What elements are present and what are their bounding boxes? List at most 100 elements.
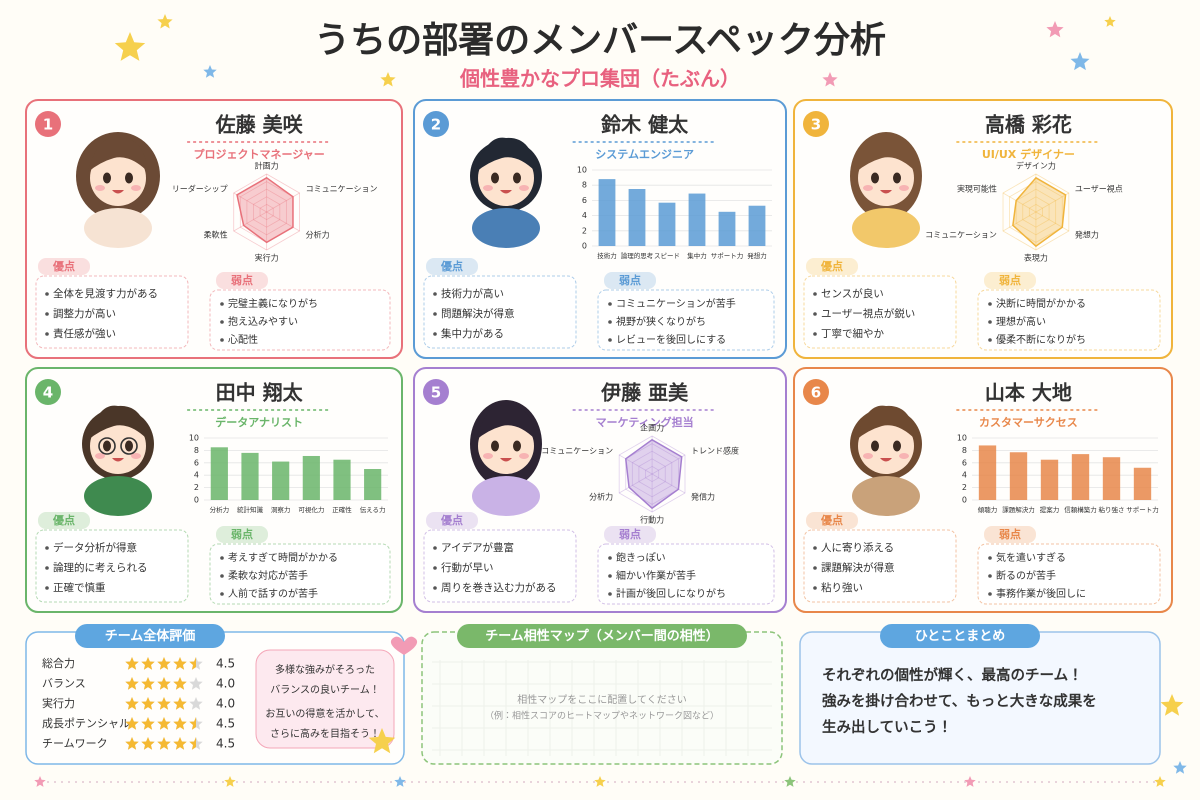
avatar-cheek bbox=[899, 185, 909, 191]
star-filled bbox=[173, 717, 187, 730]
avatar-eye bbox=[513, 440, 521, 452]
strength-item: ユーザー視点が鋭い bbox=[821, 307, 915, 320]
bullet bbox=[988, 302, 992, 306]
weakness-item: 心配性 bbox=[228, 333, 258, 346]
eval-label: バランス bbox=[42, 677, 86, 690]
weakness-item: 断るのが苦手 bbox=[996, 569, 1056, 582]
y-tick-label: 2 bbox=[194, 483, 199, 492]
bullet bbox=[608, 574, 612, 578]
bar bbox=[272, 461, 290, 500]
avatar-cheek bbox=[863, 453, 873, 459]
radar-grid bbox=[253, 196, 281, 228]
y-tick-label: 8 bbox=[582, 181, 587, 190]
strengths-tag bbox=[426, 512, 478, 529]
radar-grid bbox=[1009, 181, 1063, 243]
star-filled bbox=[189, 717, 196, 730]
strengths-box bbox=[35, 529, 189, 603]
y-tick-label: 0 bbox=[582, 242, 587, 251]
eval-label: チームワーク bbox=[42, 737, 108, 750]
bullet bbox=[813, 312, 817, 316]
eval-label: 総合力 bbox=[42, 656, 75, 670]
star-filled bbox=[141, 737, 155, 750]
bullet bbox=[45, 312, 49, 316]
decor-star bbox=[1104, 16, 1116, 27]
avatar-cheek bbox=[899, 453, 909, 459]
star-filled bbox=[189, 657, 196, 670]
bullet bbox=[988, 574, 992, 578]
member-number: 4 bbox=[43, 384, 53, 402]
strengths-tag bbox=[38, 512, 90, 529]
weakness-item: 抱え込みやすい bbox=[228, 315, 298, 328]
strengths-label: 優点 bbox=[440, 259, 463, 273]
radar-axis bbox=[618, 473, 653, 494]
strength-item: アイデアが豊富 bbox=[441, 541, 514, 554]
strengths-label: 優点 bbox=[820, 513, 843, 527]
strengths-tag bbox=[806, 512, 858, 529]
radar-axis bbox=[1002, 211, 1037, 232]
x-tick-label: サポート力 bbox=[711, 251, 744, 260]
strength-item: 正確で慎重 bbox=[53, 581, 106, 594]
comment-line: さらに高みを目指そう！ bbox=[270, 727, 380, 740]
rating-stars bbox=[125, 737, 196, 750]
rating-stars bbox=[125, 717, 196, 730]
avatar-eye bbox=[871, 172, 879, 184]
decor-star bbox=[394, 776, 406, 787]
x-tick-label: 分析力 bbox=[210, 505, 230, 514]
bullet bbox=[45, 546, 49, 550]
radar-axis bbox=[618, 454, 653, 475]
decor-star bbox=[1154, 776, 1166, 787]
avatar-face bbox=[858, 418, 914, 474]
member-name: 田中 翔太 bbox=[216, 381, 304, 405]
number-badge bbox=[423, 111, 449, 137]
bullet bbox=[45, 332, 49, 336]
summary-line: 生み出していこう！ bbox=[822, 718, 952, 736]
member-name: 鈴木 健太 bbox=[600, 113, 689, 137]
weaknesses-tag bbox=[984, 272, 1036, 289]
eval-value: 4.0 bbox=[216, 697, 235, 711]
weaknesses-tag bbox=[216, 526, 268, 543]
radar-axis bbox=[1002, 192, 1037, 213]
avatar-cheek bbox=[95, 453, 105, 459]
y-tick-label: 0 bbox=[962, 496, 967, 505]
x-tick-label: 粘り強さ bbox=[1099, 505, 1125, 514]
bar bbox=[718, 211, 736, 246]
strengths-label: 優点 bbox=[440, 513, 463, 527]
section-pill bbox=[880, 624, 1040, 648]
avatar-mouth bbox=[112, 458, 124, 462]
section-title: ひとことまとめ bbox=[915, 629, 1006, 644]
avatar-eye bbox=[103, 172, 111, 184]
x-tick-label: 提案力 bbox=[1040, 505, 1060, 514]
bar bbox=[1133, 467, 1152, 500]
avatar-body bbox=[84, 476, 152, 516]
bar bbox=[241, 452, 259, 500]
bar bbox=[333, 459, 351, 500]
strength-item: 責任感が強い bbox=[53, 327, 116, 340]
avatar-mouth bbox=[112, 190, 124, 194]
avatar-cheek bbox=[483, 453, 493, 459]
strength-item: 調整力が高い bbox=[53, 307, 116, 320]
bullet bbox=[988, 338, 992, 342]
weaknesses-tag bbox=[984, 526, 1036, 543]
bullet bbox=[813, 566, 817, 570]
bullet bbox=[813, 546, 817, 550]
radar-grid bbox=[259, 203, 274, 221]
avatar-body bbox=[472, 476, 540, 516]
radar-label: 実行力 bbox=[255, 253, 279, 263]
avatar-bangs bbox=[88, 137, 148, 172]
radar-label: リーダーシップ bbox=[172, 184, 228, 194]
bullet bbox=[433, 586, 437, 590]
member-role: データアナリスト bbox=[215, 415, 303, 429]
avatar-face bbox=[90, 150, 146, 206]
star-empty bbox=[189, 677, 203, 690]
eval-value: 4.5 bbox=[216, 737, 235, 751]
y-tick-label: 4 bbox=[962, 471, 967, 480]
avatar-face bbox=[90, 418, 146, 474]
bar bbox=[1102, 457, 1121, 500]
avatar-cheek bbox=[519, 453, 529, 459]
decor-star bbox=[114, 32, 146, 61]
x-tick-label: 信頼構築力 bbox=[1064, 505, 1097, 514]
weakness-item: 理想が高い bbox=[996, 315, 1046, 328]
bar bbox=[1071, 454, 1090, 500]
member-role: システムエンジニア bbox=[595, 148, 694, 161]
